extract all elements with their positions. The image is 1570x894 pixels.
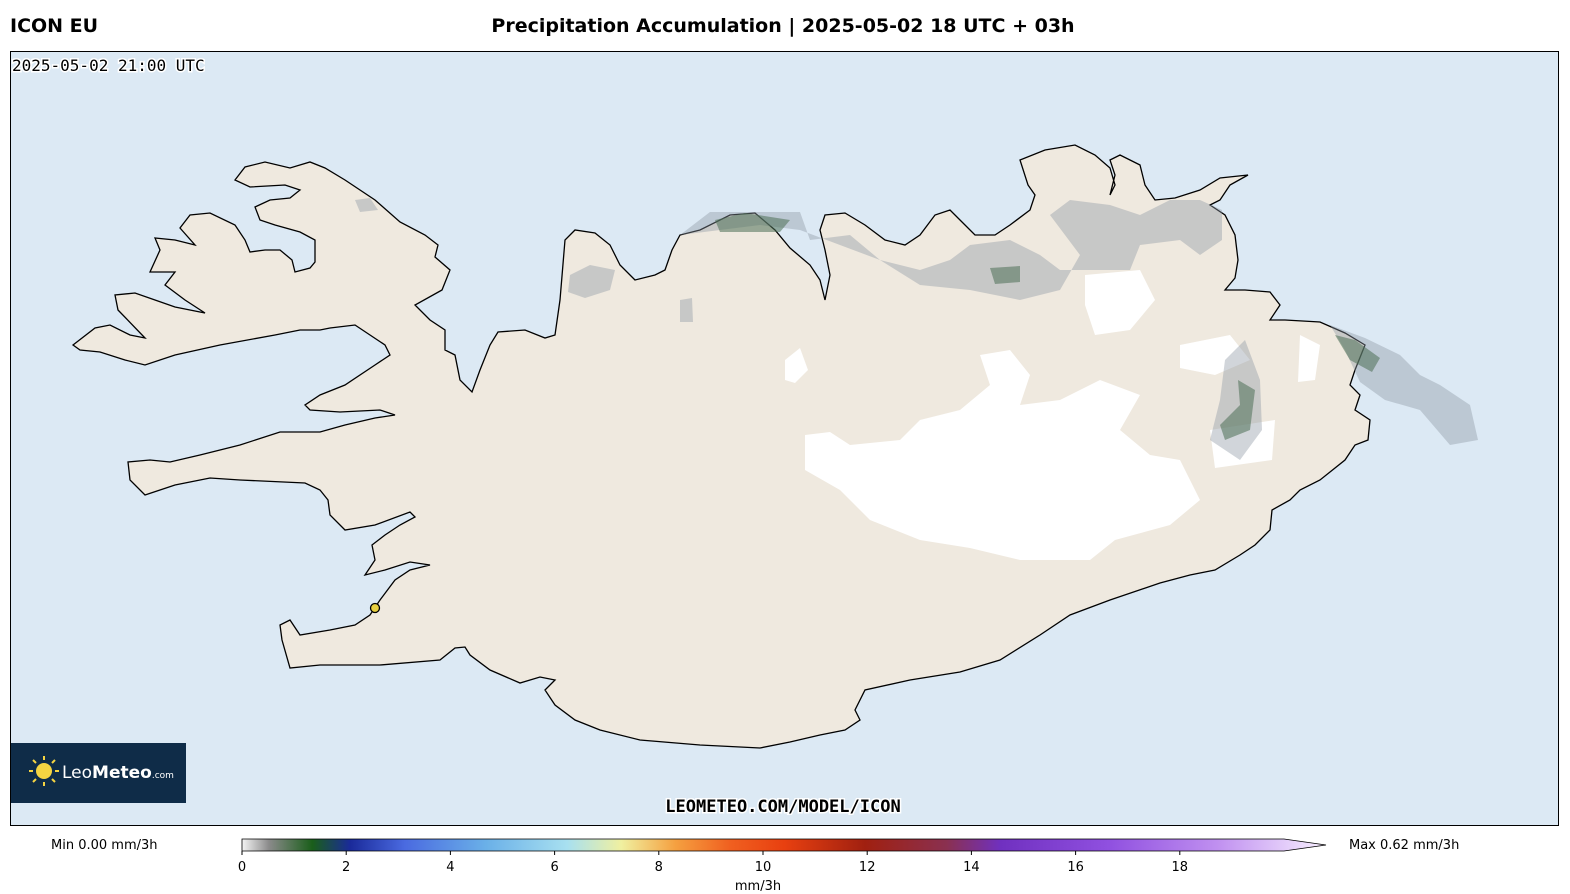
watermark: LEOMETEO.COM/MODEL/ICON: [665, 797, 900, 817]
colorbar-unit: mm/3h: [735, 879, 781, 894]
colorbar-tick-label: 2: [342, 860, 350, 875]
max-label: Max 0.62 mm/3h: [1349, 838, 1459, 853]
colorbar-tick-label: 6: [550, 860, 558, 875]
colorbar-tick-label: 4: [446, 860, 454, 875]
model-name: ICON EU: [10, 15, 98, 37]
colorbar-tick-label: 16: [1067, 860, 1084, 875]
colorbar-tick-label: 12: [859, 860, 876, 875]
snow-area: [785, 270, 1320, 560]
colorbar-tick-label: 18: [1172, 860, 1189, 875]
map-title: Precipitation Accumulation | 2025-05-02 …: [491, 15, 1074, 37]
logo: LeoMeteo.com: [11, 743, 186, 803]
logo-text: LeoMeteo.com: [62, 763, 174, 783]
colorbar-bar: [241, 838, 1327, 852]
logo-meteo: Meteo: [92, 763, 152, 783]
city-marker: [369, 602, 381, 614]
precipitation-heavier: [715, 213, 1380, 440]
colorbar-tick-label: 8: [655, 860, 663, 875]
colorbar-tick-label: 10: [755, 860, 772, 875]
iceland-land: [71, 144, 1371, 749]
colorbar: 0 2 4 6 8 10 12 14 16 18: [238, 838, 1327, 875]
valid-time: 2025-05-02 21:00 UTC: [12, 56, 205, 75]
min-label: Min 0.00 mm/3h: [51, 838, 158, 853]
logo-com: .com: [152, 771, 174, 781]
colorbar-tick-label: 14: [963, 860, 980, 875]
colorbar-tick-label: 0: [238, 860, 246, 875]
logo-leo: Leo: [62, 763, 92, 783]
logo-sun-rays: [29, 756, 59, 786]
map: 2025-05-02 21:00 UTC LEOMETEO.COM/MODEL/…: [11, 52, 1558, 825]
map-frame: [10, 51, 1559, 826]
logo-sun: [36, 763, 52, 779]
